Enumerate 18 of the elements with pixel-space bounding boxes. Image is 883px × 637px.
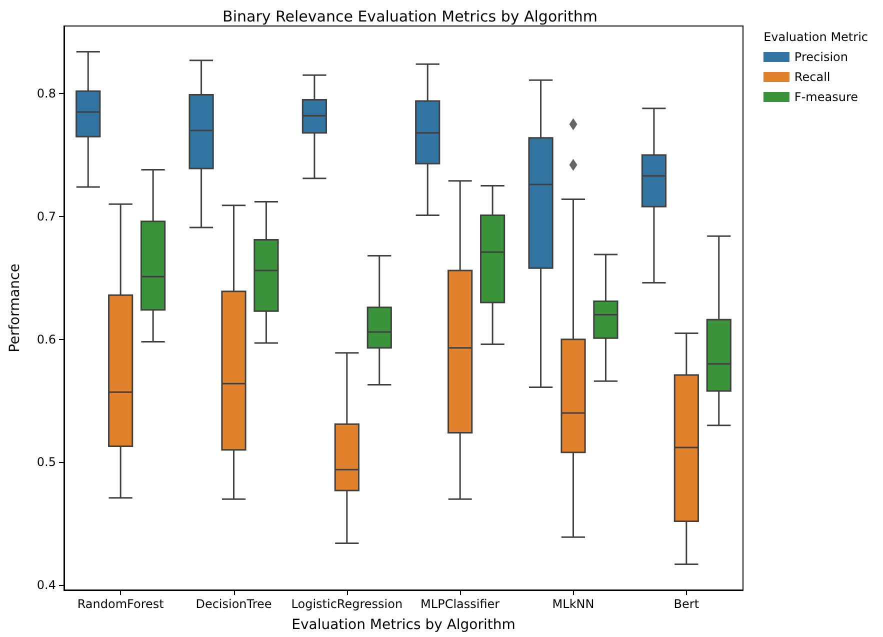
x-tick-label: Bert [674,597,700,611]
x-tick-label: LogisticRegression [291,597,403,611]
y-tick-label: 0.4 [36,578,56,592]
legend-label: Recall [794,70,830,84]
y-axis-title: Performance [7,264,23,352]
x-tick-label: MLkNN [552,597,594,611]
y-tick-label: 0.6 [36,332,56,346]
legend-label: F-measure [794,90,858,104]
y-tick-label: 0.8 [36,86,56,101]
x-tick-label: RandomForest [77,597,164,611]
y-tick-label: 0.5 [36,455,56,470]
x-tick-label: DecisionTree [196,597,272,611]
x-tick-label: MLPClassifier [420,597,500,611]
legend-label: Precision [794,50,848,64]
legend-title: Evaluation Metric [764,30,868,44]
y-tick-label: 0.7 [36,209,56,224]
chart-title: Binary Relevance Evaluation Metrics by Algorithm [222,8,598,26]
x-axis-title: Evaluation Metrics by Algorithm [292,617,516,633]
